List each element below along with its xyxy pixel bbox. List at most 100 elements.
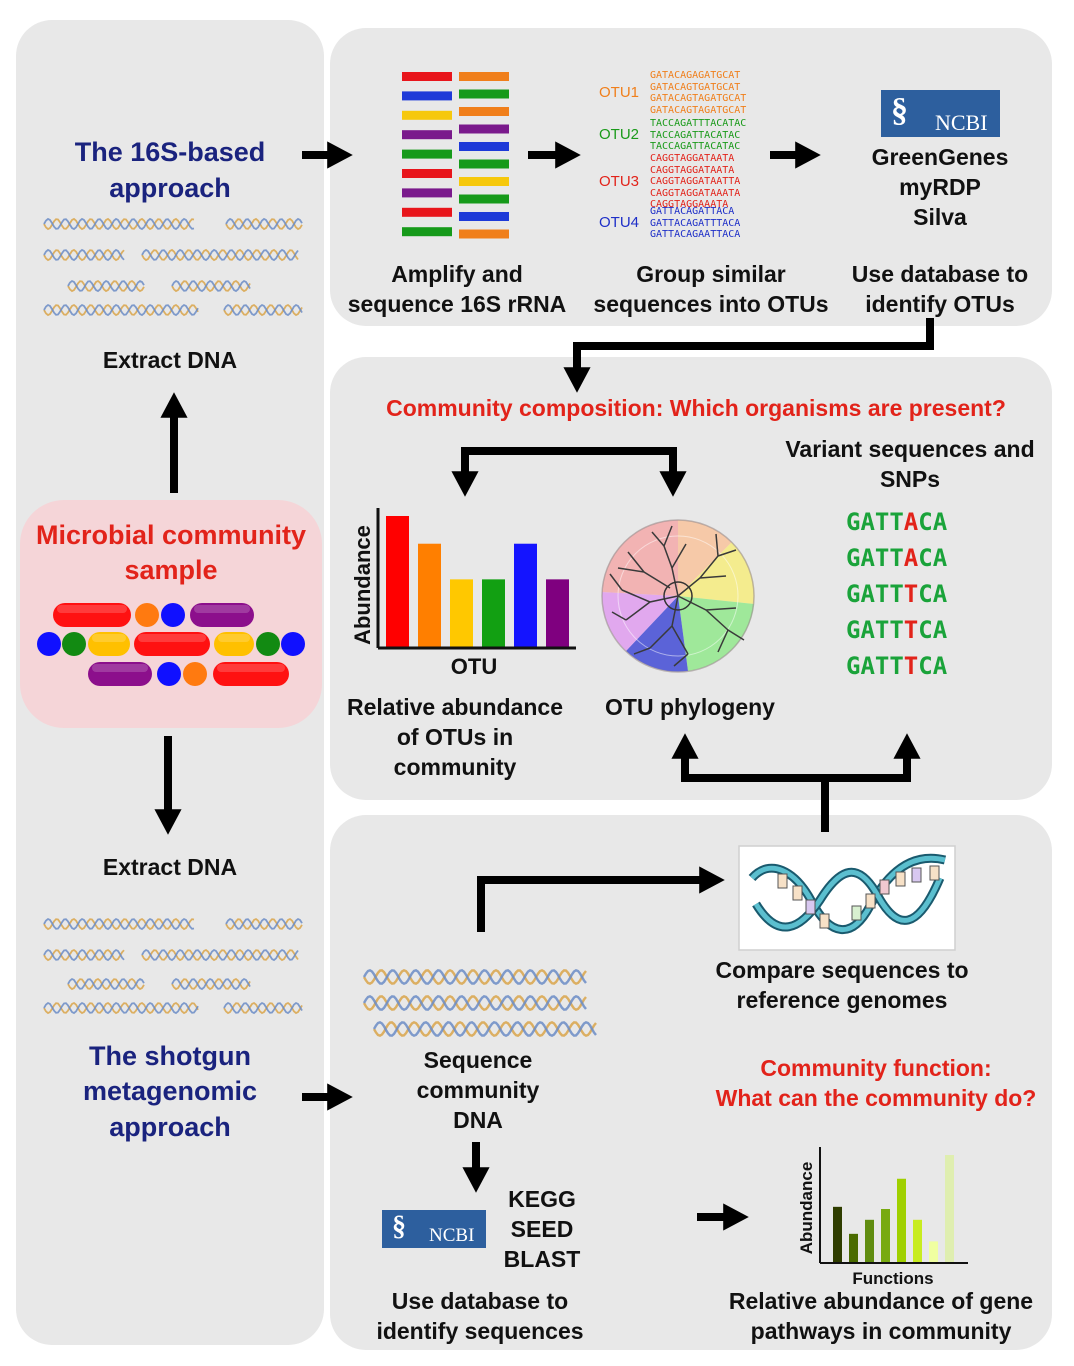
otu-sequence: GATACAGAGATGCAT — [650, 70, 741, 81]
group-label-line1: Group similar — [636, 261, 786, 287]
dna-strand — [43, 1001, 199, 1015]
arrow-sequence-to-compare — [477, 866, 725, 932]
sequence-label-line1: Sequence — [423, 1047, 533, 1073]
snp-sequence: GATTTCA — [846, 616, 947, 644]
amplicon-segment — [402, 130, 452, 140]
amplicon-segment — [459, 159, 509, 169]
compare-label-line1: Compare sequences to — [715, 957, 969, 983]
function-bar-chart: Abundance Functions — [797, 1147, 968, 1288]
otu-sequence: GATACAGTAGATGCAT — [650, 104, 747, 116]
title-16s-line1: The 16S-based — [74, 137, 266, 167]
extract-dna-top: Extract DNA — [102, 347, 238, 373]
microbe-rod — [53, 603, 131, 627]
amplicon-segment — [402, 227, 452, 237]
microbe-rod — [213, 662, 289, 686]
snp-sequence: GATTTCA — [846, 652, 947, 680]
sequence-label-line2: community — [416, 1077, 540, 1103]
snp-sequence: GATTACA — [846, 544, 947, 572]
function-question-line1: Community function: — [760, 1055, 992, 1081]
phylogeny-label: OTU phylogeny — [605, 694, 775, 720]
otu-sequence: TACCAGATTACATAC — [650, 141, 741, 152]
amplicon-segment — [402, 169, 452, 178]
usedb-label-line1: Use database to — [391, 1288, 569, 1314]
bar — [482, 579, 505, 648]
otu-bar-chart: Abundance OTU — [350, 508, 576, 679]
x-axis-label: OTU — [451, 654, 497, 679]
sample-microbes — [37, 603, 305, 686]
bar — [849, 1233, 858, 1263]
otu-label: OTU4 — [599, 214, 640, 232]
amplicon-segment — [459, 177, 509, 186]
otu-label: OTU3 — [599, 172, 640, 190]
bar — [418, 543, 441, 648]
reference-genome-helix — [738, 845, 956, 951]
dna-strand — [223, 1001, 303, 1015]
x-axis-label: Functions — [852, 1269, 933, 1288]
microbe-coccus — [183, 662, 207, 686]
bar — [865, 1219, 874, 1263]
microbe-coccus — [37, 632, 61, 656]
microbe-coccus — [256, 632, 280, 656]
database-greengenes: GreenGenes — [871, 144, 1009, 170]
dna-strand — [225, 917, 303, 931]
dna-strand — [43, 948, 125, 962]
dna-strand — [67, 279, 145, 293]
snp-variant-base: A — [903, 544, 919, 572]
snp-suffix: CA — [918, 544, 948, 572]
microbe-coccus — [157, 662, 181, 686]
amplicon-segments — [402, 72, 509, 239]
abundance-label-line3: community — [393, 754, 517, 780]
otu-sequence: CAGGTAGGATAATA — [650, 153, 735, 164]
usedb-label-line2: identify sequences — [376, 1318, 584, 1344]
amplicon-segment — [459, 107, 509, 116]
amplify-label-line1: Amplify and — [391, 261, 523, 287]
snp-prefix: GATT — [846, 580, 904, 608]
sequence-label-line3: DNA — [453, 1107, 503, 1133]
snp-variant-base: T — [903, 580, 919, 608]
title-shotgun-line2: metagenomic — [82, 1076, 258, 1106]
snp-suffix: CA — [918, 652, 948, 680]
pathways-label-line1: Relative abundance of gene — [728, 1288, 1034, 1314]
sample-title-line2: sample — [124, 555, 218, 585]
amplicon-segment — [402, 110, 452, 120]
bar — [833, 1206, 842, 1263]
ncbi-logo-label: NCBI — [935, 110, 988, 135]
snp-variant-base: T — [903, 616, 919, 644]
tool-blast: BLAST — [503, 1246, 581, 1272]
bar — [897, 1178, 906, 1263]
bar — [450, 579, 473, 648]
otu-sequence: GATTACAGATTTACA — [650, 217, 741, 229]
snp-prefix: GATT — [846, 652, 904, 680]
y-axis-label: Abundance — [797, 1162, 816, 1255]
otu-sequence: GATTACAGAATTACA — [650, 229, 741, 240]
otu-sequence: TACCAGATTACATAC — [650, 129, 741, 141]
otu-sequence: GATACAGTGATGCAT — [650, 81, 741, 93]
otu-sequence: CAGGTAGGAAATA — [650, 199, 729, 210]
arrow-db-to-composition — [563, 318, 934, 393]
variant-label-line2: SNPs — [879, 466, 941, 492]
microbe-rod — [88, 662, 152, 686]
amplicon-segment — [459, 89, 509, 99]
bar — [546, 579, 569, 648]
dna-strand — [43, 917, 195, 931]
abundance-label-line2: of OTUs in — [396, 724, 514, 750]
snp-prefix: GATT — [846, 544, 904, 572]
microbe-coccus — [281, 632, 305, 656]
dna-strand — [171, 977, 251, 991]
bar — [881, 1209, 890, 1263]
sample-title-line1: Microbial community — [35, 520, 307, 550]
title-shotgun-line3: approach — [109, 1112, 231, 1142]
arrow-compare-to-composition — [671, 733, 921, 832]
compare-label-line2: reference genomes — [736, 987, 948, 1013]
otu-label: OTU1 — [599, 84, 640, 101]
dna-strand — [223, 303, 303, 317]
y-axis-label: Abundance — [350, 525, 375, 645]
dna-strand — [141, 248, 299, 262]
otu-sequence: TACCAGATTTACATAC — [650, 118, 747, 129]
amplicon-segment — [402, 91, 452, 101]
snp-suffix: CA — [918, 616, 948, 644]
amplicon-segment — [402, 72, 452, 81]
ncbi-helix-icon: § — [392, 1211, 406, 1242]
snp-suffix: CA — [918, 508, 948, 536]
